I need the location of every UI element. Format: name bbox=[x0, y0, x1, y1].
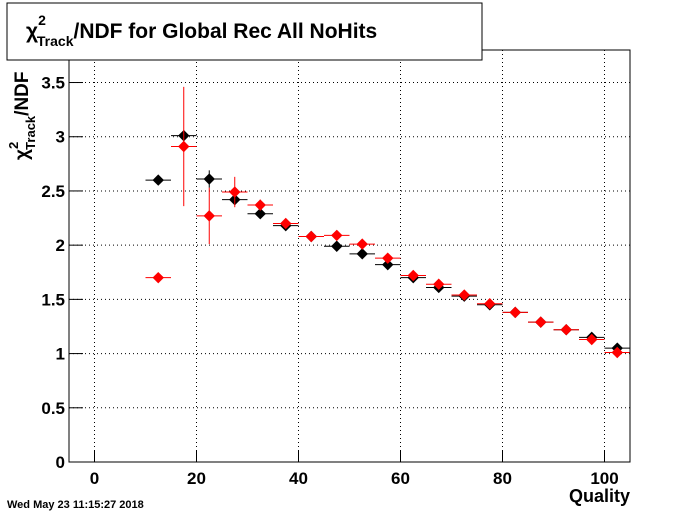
marker bbox=[433, 278, 445, 290]
chart-title: χ2 Track/NDF for Global Rec All NoHits bbox=[26, 12, 377, 49]
timestamp: Wed May 23 11:15:27 2018 bbox=[7, 499, 144, 511]
marker bbox=[254, 208, 266, 220]
y-axis-label: χ2 Track/NDF bbox=[6, 72, 38, 161]
y-tick-label: 3.5 bbox=[41, 74, 65, 93]
marker bbox=[331, 240, 343, 252]
marker bbox=[203, 173, 215, 185]
x-tick-label: 20 bbox=[187, 469, 206, 488]
y-tick-label: 3 bbox=[56, 128, 65, 147]
marker bbox=[229, 186, 241, 198]
title-text: /NDF for Global Rec All NoHits bbox=[73, 20, 377, 43]
y-label-sup: 2 bbox=[6, 142, 21, 149]
marker bbox=[560, 324, 572, 336]
marker bbox=[586, 333, 598, 346]
y-tick-label: 1 bbox=[56, 345, 65, 364]
title-symbol: χ bbox=[26, 20, 38, 43]
grid-layer bbox=[69, 50, 630, 463]
y-tick-label: 1.5 bbox=[41, 290, 65, 309]
marker bbox=[178, 140, 190, 153]
y-label-text: /NDF bbox=[12, 72, 33, 116]
marker bbox=[254, 199, 266, 211]
x-tick-label: 60 bbox=[391, 469, 410, 488]
marker bbox=[509, 306, 521, 319]
x-tick-label: 100 bbox=[590, 469, 618, 488]
title-box bbox=[6, 2, 483, 61]
marker bbox=[356, 238, 368, 250]
marker bbox=[535, 316, 547, 328]
title-sup: 2 bbox=[38, 12, 46, 28]
marker bbox=[382, 252, 394, 264]
x-tick-label: 0 bbox=[90, 469, 99, 488]
marker bbox=[382, 258, 394, 271]
marker bbox=[305, 230, 317, 243]
title-sub: Track bbox=[37, 33, 74, 49]
y-tick-label: 0 bbox=[56, 453, 65, 472]
x-tick-label: 40 bbox=[289, 469, 308, 488]
y-label-symbol: χ bbox=[12, 149, 33, 160]
marker bbox=[407, 269, 419, 282]
marker bbox=[280, 217, 292, 230]
marker bbox=[484, 297, 496, 310]
data-layer bbox=[145, 86, 630, 359]
marker bbox=[331, 229, 343, 242]
y-tick-label: 2.5 bbox=[41, 182, 65, 201]
x-axis-label: Quality bbox=[569, 486, 630, 506]
marker bbox=[152, 174, 164, 186]
y-label-sub: Track bbox=[23, 115, 38, 150]
x-tick-label: 80 bbox=[493, 469, 512, 488]
marker bbox=[458, 289, 470, 301]
marker bbox=[611, 346, 623, 359]
y-tick-label: 0.5 bbox=[41, 399, 65, 418]
marker bbox=[203, 210, 215, 222]
marker bbox=[356, 248, 368, 260]
marker bbox=[152, 271, 164, 284]
y-tick-label: 2 bbox=[56, 236, 65, 255]
